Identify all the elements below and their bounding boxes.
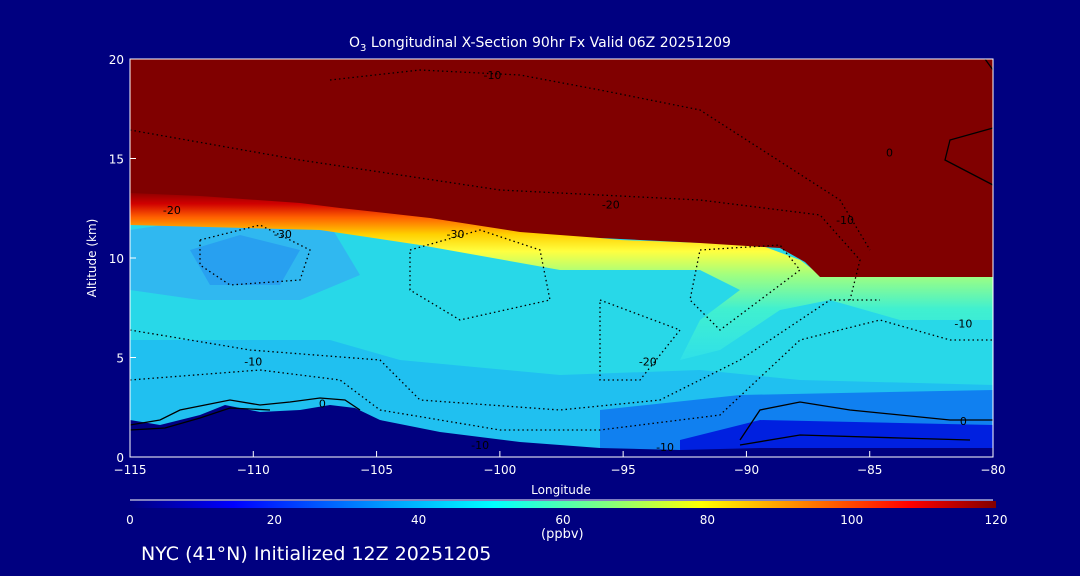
y-tick-label: 5 [116, 352, 124, 366]
dotted-contours [129, 69, 993, 431]
contour-label: -10 [471, 439, 489, 452]
x-tick-label: −85 [857, 463, 882, 477]
contour-label: -10 [954, 318, 972, 331]
x-tick-label: −100 [483, 463, 516, 477]
colorbar-tick-label: 120 [985, 513, 1008, 527]
contour-label: 0 [886, 147, 893, 160]
colorbar-tick-label: 80 [700, 513, 715, 527]
contour-label: -20 [639, 355, 657, 368]
x-axis: −115 −110 −105 −100 −95 −90 −85 −80 [114, 451, 1006, 477]
y-axis: 0 5 10 15 20 [109, 53, 136, 465]
contour-label: -10 [656, 441, 674, 454]
colorbar-tick-label: 100 [840, 513, 863, 527]
x-tick-label: −80 [980, 463, 1005, 477]
colorbar-ticks: 0 20 40 60 80 100 120 [126, 513, 1007, 527]
x-tick-label: −90 [734, 463, 759, 477]
title-subscript: 3 [360, 42, 367, 54]
x-tick-label: −95 [610, 463, 635, 477]
terrain-mask [130, 405, 993, 457]
contour-label: -30 [446, 228, 464, 241]
contour-labels: -10 -20 -30 -30 -20 -10 0 -10 -10 -20 0 -10 -10 0 [163, 69, 972, 454]
colorbar-tick-label: 40 [411, 513, 426, 527]
field-boundary-min-east [680, 420, 993, 457]
colorbar-tick-label: 0 [126, 513, 134, 527]
contour-label: -10 [836, 214, 854, 227]
title-o: O [349, 35, 361, 51]
heatmap-field [130, 59, 993, 457]
colorbar [130, 501, 996, 508]
field-tropopause-gradient [130, 190, 993, 360]
y-axis-label: Altitude (km) [85, 219, 99, 298]
contour-label: -10 [483, 69, 501, 82]
contour-label: -20 [163, 204, 181, 217]
x-tick-label: −115 [114, 463, 147, 477]
contour-label: -30 [274, 228, 292, 241]
contour-label: -10 [244, 355, 262, 368]
solid-contours [129, 58, 994, 446]
contour-label: -20 [602, 198, 620, 211]
y-tick-label: 10 [109, 252, 124, 266]
x-axis-label: Longitude [531, 483, 591, 497]
y-tick-label: 20 [109, 53, 124, 67]
x-tick-label: −110 [237, 463, 270, 477]
chart-title: O3 Longitudinal X-Section 90hr Fx Valid … [0, 35, 1080, 54]
title-rest: Longitudinal X-Section 90hr Fx Valid 06Z… [366, 35, 731, 51]
footer-init-info: NYC (41°N) Initialized 12Z 20251205 [141, 543, 492, 565]
field-stratosphere [130, 59, 993, 277]
colorbar-tick-label: 20 [267, 513, 282, 527]
contour-label: 0 [319, 397, 326, 410]
colorbar-units: (ppbv) [541, 527, 584, 542]
contour-label: 0 [960, 415, 967, 428]
colorbar-tick-label: 60 [555, 513, 570, 527]
x-tick-label: −105 [360, 463, 393, 477]
y-tick-label: 0 [116, 451, 124, 465]
y-tick-label: 15 [109, 153, 124, 167]
field-min-west [190, 235, 300, 285]
